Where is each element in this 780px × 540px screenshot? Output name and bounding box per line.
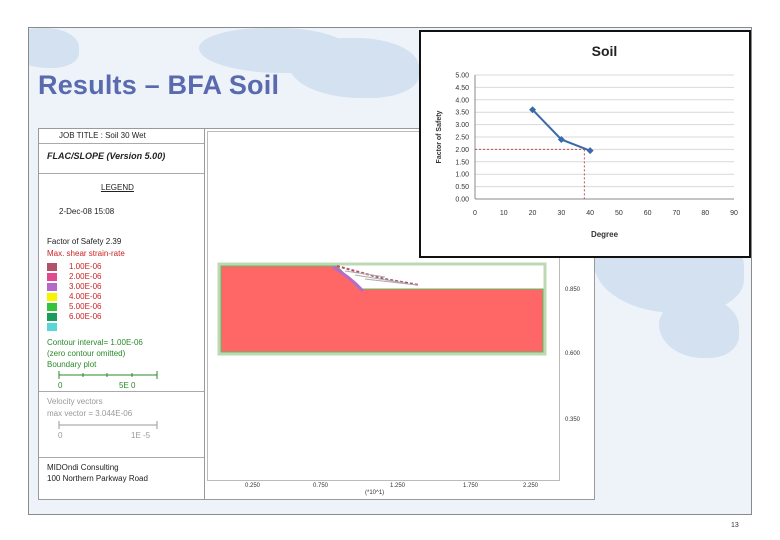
boundary-plot-label: Boundary plot [47,360,97,369]
max-vector-label: max vector = 3.044E-06 [47,409,133,418]
strain-level-label: 1.00E-06 [69,262,102,271]
slide-title: Results – BFA Soil [38,70,280,100]
divider [39,457,204,458]
divider [39,391,204,392]
failure-surface [332,265,365,293]
strain-swatch [47,313,57,321]
company-name: MIDOndi Consulting [47,463,119,472]
divider [39,173,204,174]
strain-level-label: 3.00E-06 [69,282,102,291]
slope-geometry [217,262,547,356]
zero-contour-note: (zero contour omitted) [47,349,126,358]
map-background-shape [29,28,79,68]
program-name: FLAC/SLOPE (Version 5.00) [47,151,166,161]
legend-panel: JOB TITLE : Soil 30 Wet FLAC/SLOPE (Vers… [39,129,205,499]
velocity-scale-end: 1E -5 [131,431,151,440]
strain-swatch [47,293,57,301]
slope-model-plot: 0.250 0.750 1.250 1.750 2.250 (*10^1) [205,129,560,496]
x-tick-label: 1.250 [390,483,406,489]
boundary-scale-bar [58,371,158,379]
job-title: JOB TITLE : Soil 30 Wet [59,131,146,140]
x-tick-label: 2.250 [523,483,539,489]
velocity-scale-start: 0 [58,431,63,440]
x-tick-label: 60 [644,210,652,217]
map-background-shape [659,298,739,358]
strain-rate-heading: Max. shear strain-rate [47,249,125,258]
strain-level-label: 6.00E-06 [69,312,102,321]
x-tick-label: 50 [615,210,623,217]
chart-title: Soil [592,43,618,59]
y-tick-label: 5.00 [455,73,469,80]
y-tick-label: 1.50 [455,159,469,166]
x-tick-label: 90 [730,210,738,217]
velocity-vectors [344,270,418,286]
y-tick-label: 0.600 [565,351,581,357]
x-tick-label: 40 [586,210,594,217]
y-tick-label: 0.50 [455,184,469,191]
x-axis-label: Degree [591,230,619,239]
strain-swatch [47,263,57,271]
y-tick-label: 3.00 [455,122,469,129]
y-tick-label: 4.50 [455,85,469,92]
plot-border [207,131,560,481]
x-tick-label: 20 [529,210,537,217]
y-tick-label: 0.350 [565,417,581,423]
x-tick-label: 1.750 [463,483,479,489]
page-number: 13 [731,522,739,529]
y-tick-label: 2.00 [455,147,469,154]
y-tick-label: 0.850 [565,287,581,293]
data-point [586,147,594,155]
strain-level-label: 5.00E-06 [69,302,102,311]
y-tick-label: 3.50 [455,110,469,117]
factor-of-safety-label: Factor of Safety 2.39 [47,237,122,246]
velocity-vectors-heading: Velocity vectors [47,397,103,406]
company-address: 100 Northern Parkway Road [47,474,148,483]
soil-chart-svg: Soil 0.00 0.50 1.00 1.50 2.00 2.50 3.00 3.50 4.00… [436,43,738,239]
y-tick-label: 0.00 [455,197,469,204]
series-line [531,109,591,152]
x-tick-label: 80 [701,210,709,217]
y-axis-label: Factor of Safety [436,110,443,163]
x-tick-label: 0 [473,210,477,217]
strain-swatch [47,273,57,281]
model-boundary [217,262,547,356]
y-tick-label: 1.00 [455,172,469,179]
x-tick-label: 0.250 [245,483,261,489]
strain-swatch [47,323,57,331]
x-tick-label: 70 [673,210,681,217]
strain-level-label: 2.00E-06 [69,272,102,281]
map-background-shape [289,38,419,98]
strain-swatch [47,303,57,311]
soil-chart: Soil 0.00 0.50 1.00 1.50 2.00 2.50 3.00 3.50 4.00… [419,30,751,258]
legend-date: 2-Dec-08 15:08 [59,207,115,216]
legend-heading: LEGEND [101,183,134,192]
data-point [557,135,565,143]
x-tick-label: 30 [557,210,565,217]
y-tick-label: 2.50 [455,135,469,142]
contour-interval: Contour interval= 1.00E-06 [47,338,143,347]
strain-swatch [47,283,57,291]
boundary-scale-end: 5E 0 [119,381,136,390]
y-tick-label: 4.00 [455,97,469,104]
x-tick-label: 10 [500,210,508,217]
divider [39,143,204,144]
x-tick-label: 0.750 [313,483,329,489]
failure-surface [336,265,420,286]
strain-level-label: 4.00E-06 [69,292,102,301]
x-axis-unit: (*10^1) [365,490,385,496]
boundary-scale-start: 0 [58,381,63,390]
velocity-scale-bar [58,421,158,429]
data-point [529,106,537,114]
